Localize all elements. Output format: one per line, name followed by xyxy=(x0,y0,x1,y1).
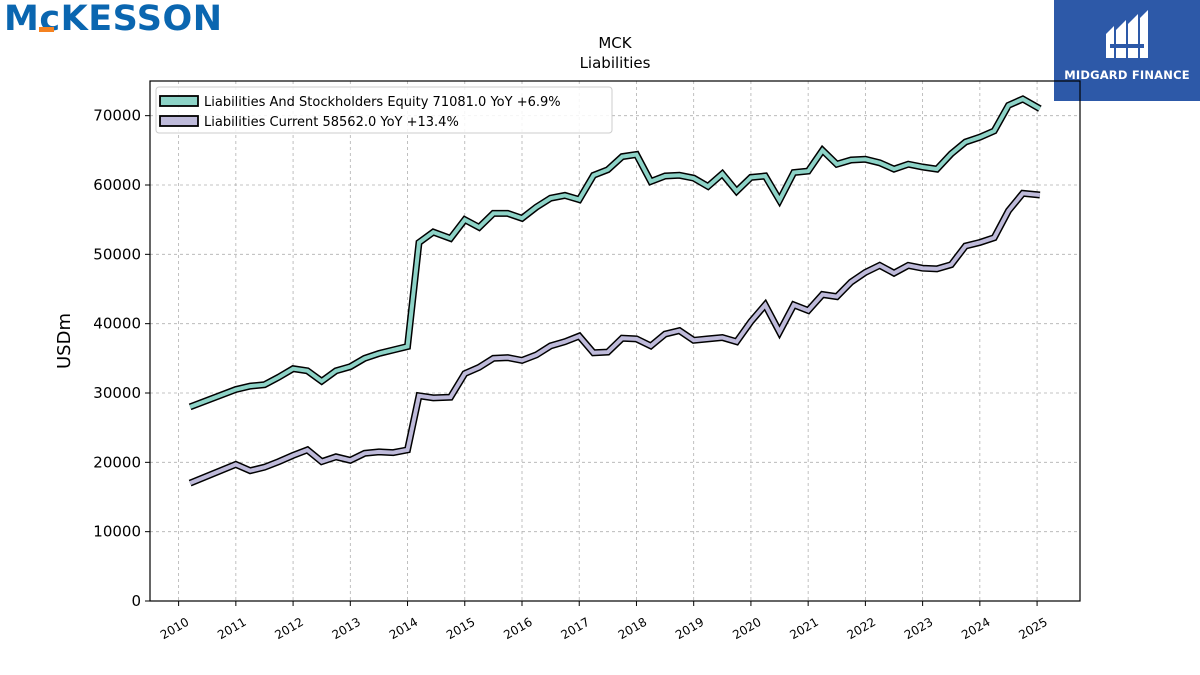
y-axis-label: USDm xyxy=(54,313,75,369)
mckesson-logo: McKESSON xyxy=(4,0,226,42)
x-tick-label: 2020 xyxy=(730,615,763,642)
x-tick-label: 2019 xyxy=(673,615,706,642)
legend-label-1: Liabilities Current 58562.0 YoY +13.4% xyxy=(204,115,459,130)
publisher-name: MIDGARD FINANCE xyxy=(1064,68,1190,82)
midgard-finance-logo: MIDGARD FINANCE xyxy=(1054,0,1200,101)
series-line-outline-1 xyxy=(188,189,1041,487)
y-tick-label: 60000 xyxy=(93,176,141,194)
y-tick-label: 50000 xyxy=(93,245,141,263)
series-line-outline-0 xyxy=(188,95,1042,411)
series-lines xyxy=(188,95,1042,487)
x-tick-label: 2016 xyxy=(501,615,534,642)
y-tick-label: 30000 xyxy=(93,384,141,402)
legend-swatch-1 xyxy=(159,115,199,127)
legend-swatch-0 xyxy=(159,95,199,107)
x-tick-label: 2022 xyxy=(845,615,878,642)
x-tick-label: 2025 xyxy=(1016,615,1049,642)
x-tick-label: 2010 xyxy=(158,615,191,642)
x-tick-label: 2011 xyxy=(215,615,248,642)
chart-subtitle: Liabilities xyxy=(580,54,651,72)
series-line-0 xyxy=(189,96,1041,409)
mckesson-logo-accent xyxy=(39,27,54,32)
x-tick-label: 2018 xyxy=(616,615,649,642)
x-tick-label: 2015 xyxy=(444,615,477,642)
x-tick-label: 2013 xyxy=(330,615,363,642)
chart-title: MCK xyxy=(598,34,632,52)
x-tick-label: 2014 xyxy=(387,615,420,642)
plot-frame xyxy=(149,80,1081,602)
x-tick-label: 2012 xyxy=(272,615,305,642)
y-tick-label: 70000 xyxy=(93,107,141,125)
midgard-emblem-icon xyxy=(1106,10,1148,58)
legend-box xyxy=(155,86,613,134)
x-tick-label: 2017 xyxy=(559,615,592,642)
x-tick-label: 2023 xyxy=(902,615,935,642)
y-tick-label: 40000 xyxy=(93,315,141,333)
y-tick-label: 10000 xyxy=(93,523,141,541)
y-tick-label: 20000 xyxy=(93,453,141,471)
x-tick-label: 2024 xyxy=(959,615,992,642)
x-tick-label: 2021 xyxy=(787,615,820,642)
y-tick-label: 0 xyxy=(131,592,141,610)
legend-label-0: Liabilities And Stockholders Equity 7108… xyxy=(204,95,561,110)
legend: Liabilities And Stockholders Equity 7108… xyxy=(155,86,613,134)
series-line-1 xyxy=(189,191,1041,485)
